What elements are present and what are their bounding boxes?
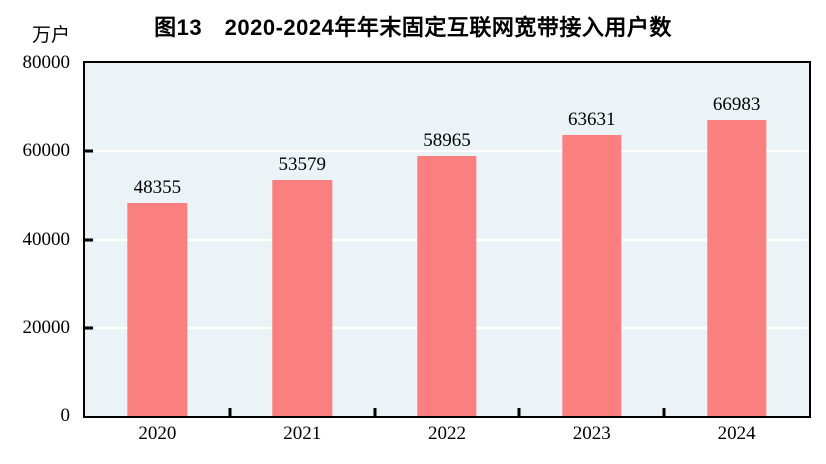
- y-tick-mark: [85, 326, 93, 330]
- bar-value-label: 53579: [278, 153, 326, 175]
- x-tick-mark: [228, 408, 232, 416]
- bar-value-label: 63631: [568, 109, 616, 131]
- x-tick-mark: [517, 408, 521, 416]
- y-tick-mark: [85, 149, 93, 153]
- x-tick-mark: [662, 408, 666, 416]
- y-tick-label: 40000: [22, 228, 71, 250]
- y-tick-label: 20000: [22, 316, 71, 338]
- bar-2022: [417, 155, 477, 416]
- x-tick-label: 2022: [428, 423, 466, 444]
- bar-2023: [562, 135, 622, 416]
- bar-2020: [127, 202, 188, 416]
- x-tick-label: 2021: [283, 423, 322, 444]
- bar-value-label: 58965: [423, 129, 471, 151]
- y-tick-label: 0: [60, 405, 71, 426]
- x-tick-label: 2024: [717, 423, 756, 444]
- bar-value-label: 66983: [712, 94, 761, 116]
- bar-value-label: 48355: [133, 176, 182, 198]
- bar-2024: [706, 120, 767, 416]
- x-tick-mark: [373, 408, 377, 416]
- bar-2021: [272, 179, 332, 416]
- y-tick-mark: [85, 238, 93, 241]
- gridline: [85, 150, 809, 153]
- y-axis-unit-label: 万户: [31, 25, 70, 46]
- chart-title: 图13 2020-2024年年末固定互联网宽带接入用户数: [154, 15, 672, 40]
- x-tick-label: 2020: [138, 423, 177, 444]
- y-tick-label: 80000: [22, 52, 71, 73]
- plot-area: 48355 53579 58965 63631 66983: [83, 61, 811, 418]
- x-tick-label: 2023: [572, 423, 611, 444]
- y-tick-label: 60000: [22, 140, 71, 162]
